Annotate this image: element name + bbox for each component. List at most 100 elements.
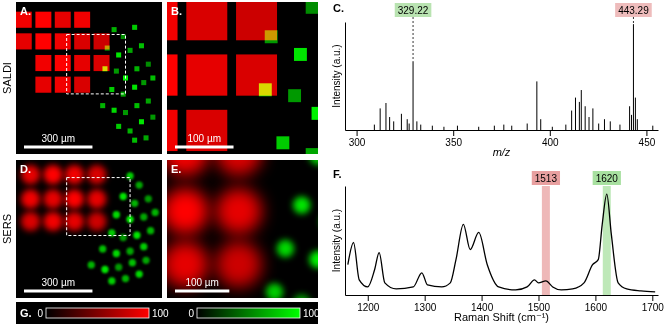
peak xyxy=(631,115,632,130)
spot xyxy=(293,196,310,213)
spot xyxy=(145,195,152,202)
axis-line xyxy=(345,23,346,131)
figure: A.300 µmSALDIB.100 µm300350400450m/zInte… xyxy=(0,0,666,326)
peak xyxy=(565,125,566,130)
tick-label: 1200 xyxy=(357,302,380,313)
spot xyxy=(109,87,114,92)
spot xyxy=(144,135,149,140)
tick-label: 450 xyxy=(639,137,656,148)
peak xyxy=(581,90,582,130)
peak xyxy=(494,126,495,130)
zoom-box xyxy=(67,34,126,93)
spot xyxy=(105,46,110,51)
spot xyxy=(101,266,108,273)
spot xyxy=(88,261,95,268)
image-panel: A.300 µm xyxy=(16,2,162,154)
band xyxy=(542,186,550,295)
x-axis-title: Raman Shift (cm⁻¹) xyxy=(454,311,549,323)
tick-mark xyxy=(652,295,653,301)
spot xyxy=(146,62,151,67)
spot xyxy=(216,241,262,287)
peak xyxy=(635,98,636,130)
spot xyxy=(43,165,62,184)
tick-mark xyxy=(357,130,358,136)
spot xyxy=(126,172,133,179)
tick: 1600 xyxy=(585,295,608,313)
spot xyxy=(102,66,107,71)
colorbar-background xyxy=(16,302,318,324)
spot xyxy=(113,211,120,218)
image-background xyxy=(16,2,162,154)
spot xyxy=(132,25,137,30)
annotation-line xyxy=(413,17,414,62)
spot xyxy=(65,212,84,231)
tick: 1700 xyxy=(642,295,665,313)
colorbar-tick-label: 0 xyxy=(37,308,43,319)
band-label: 1620 xyxy=(593,171,621,185)
spot xyxy=(306,148,318,154)
spot xyxy=(152,209,159,216)
colorbar xyxy=(46,308,149,318)
peak xyxy=(432,126,433,130)
peak xyxy=(416,121,417,130)
axis-line xyxy=(346,295,659,296)
spot xyxy=(216,160,262,176)
peak xyxy=(401,114,402,130)
peak xyxy=(503,125,504,130)
spot xyxy=(306,2,318,14)
colorbar-panel: G.01000100 xyxy=(16,302,320,324)
spectrum-line xyxy=(348,194,655,292)
scale-bar xyxy=(24,290,92,293)
tick-label: 1600 xyxy=(585,302,608,313)
image-spots xyxy=(167,160,318,298)
peak xyxy=(619,125,620,130)
peak xyxy=(598,124,599,130)
tick-mark xyxy=(538,295,539,301)
peak xyxy=(478,127,479,130)
peak xyxy=(629,106,630,130)
band xyxy=(603,186,611,295)
spot xyxy=(136,270,143,277)
annotation: 329.22 xyxy=(395,3,432,17)
spot xyxy=(309,251,318,268)
image-panel: D.300 µm xyxy=(16,160,162,298)
spot xyxy=(74,33,90,49)
x-axis-title: m/z xyxy=(493,146,511,158)
spot xyxy=(122,275,129,282)
colorbar-tick-label: 100 xyxy=(303,308,320,319)
spot xyxy=(114,69,119,74)
panel-label: E. xyxy=(171,163,181,175)
colorbar-tick-label: 100 xyxy=(152,308,169,319)
spot xyxy=(129,259,136,266)
peak xyxy=(552,127,553,130)
band-label-box xyxy=(593,171,621,185)
peak xyxy=(374,125,375,130)
peak xyxy=(527,124,528,130)
spot xyxy=(108,277,115,284)
spot xyxy=(132,85,137,90)
panel-label: C. xyxy=(333,2,344,14)
panel-label: F. xyxy=(333,168,342,180)
peak xyxy=(420,125,421,130)
spot xyxy=(186,54,227,95)
tick: 1200 xyxy=(357,295,380,313)
spot xyxy=(140,213,147,220)
tick-mark xyxy=(482,295,483,301)
scale-bar-label: 100 µm xyxy=(187,133,221,144)
peak xyxy=(385,103,386,130)
spot xyxy=(309,160,318,165)
spot xyxy=(65,165,84,184)
tick-mark xyxy=(368,295,369,301)
spot xyxy=(134,103,139,108)
spot xyxy=(113,250,120,257)
peak xyxy=(610,121,611,130)
colorbar xyxy=(197,308,300,318)
spot xyxy=(293,294,310,298)
spot xyxy=(74,55,90,71)
peak xyxy=(457,126,458,130)
spot xyxy=(131,200,138,207)
colorbar-tick-label: 0 xyxy=(188,308,194,319)
axis xyxy=(345,23,346,131)
peak xyxy=(579,102,580,130)
spot xyxy=(120,234,127,241)
